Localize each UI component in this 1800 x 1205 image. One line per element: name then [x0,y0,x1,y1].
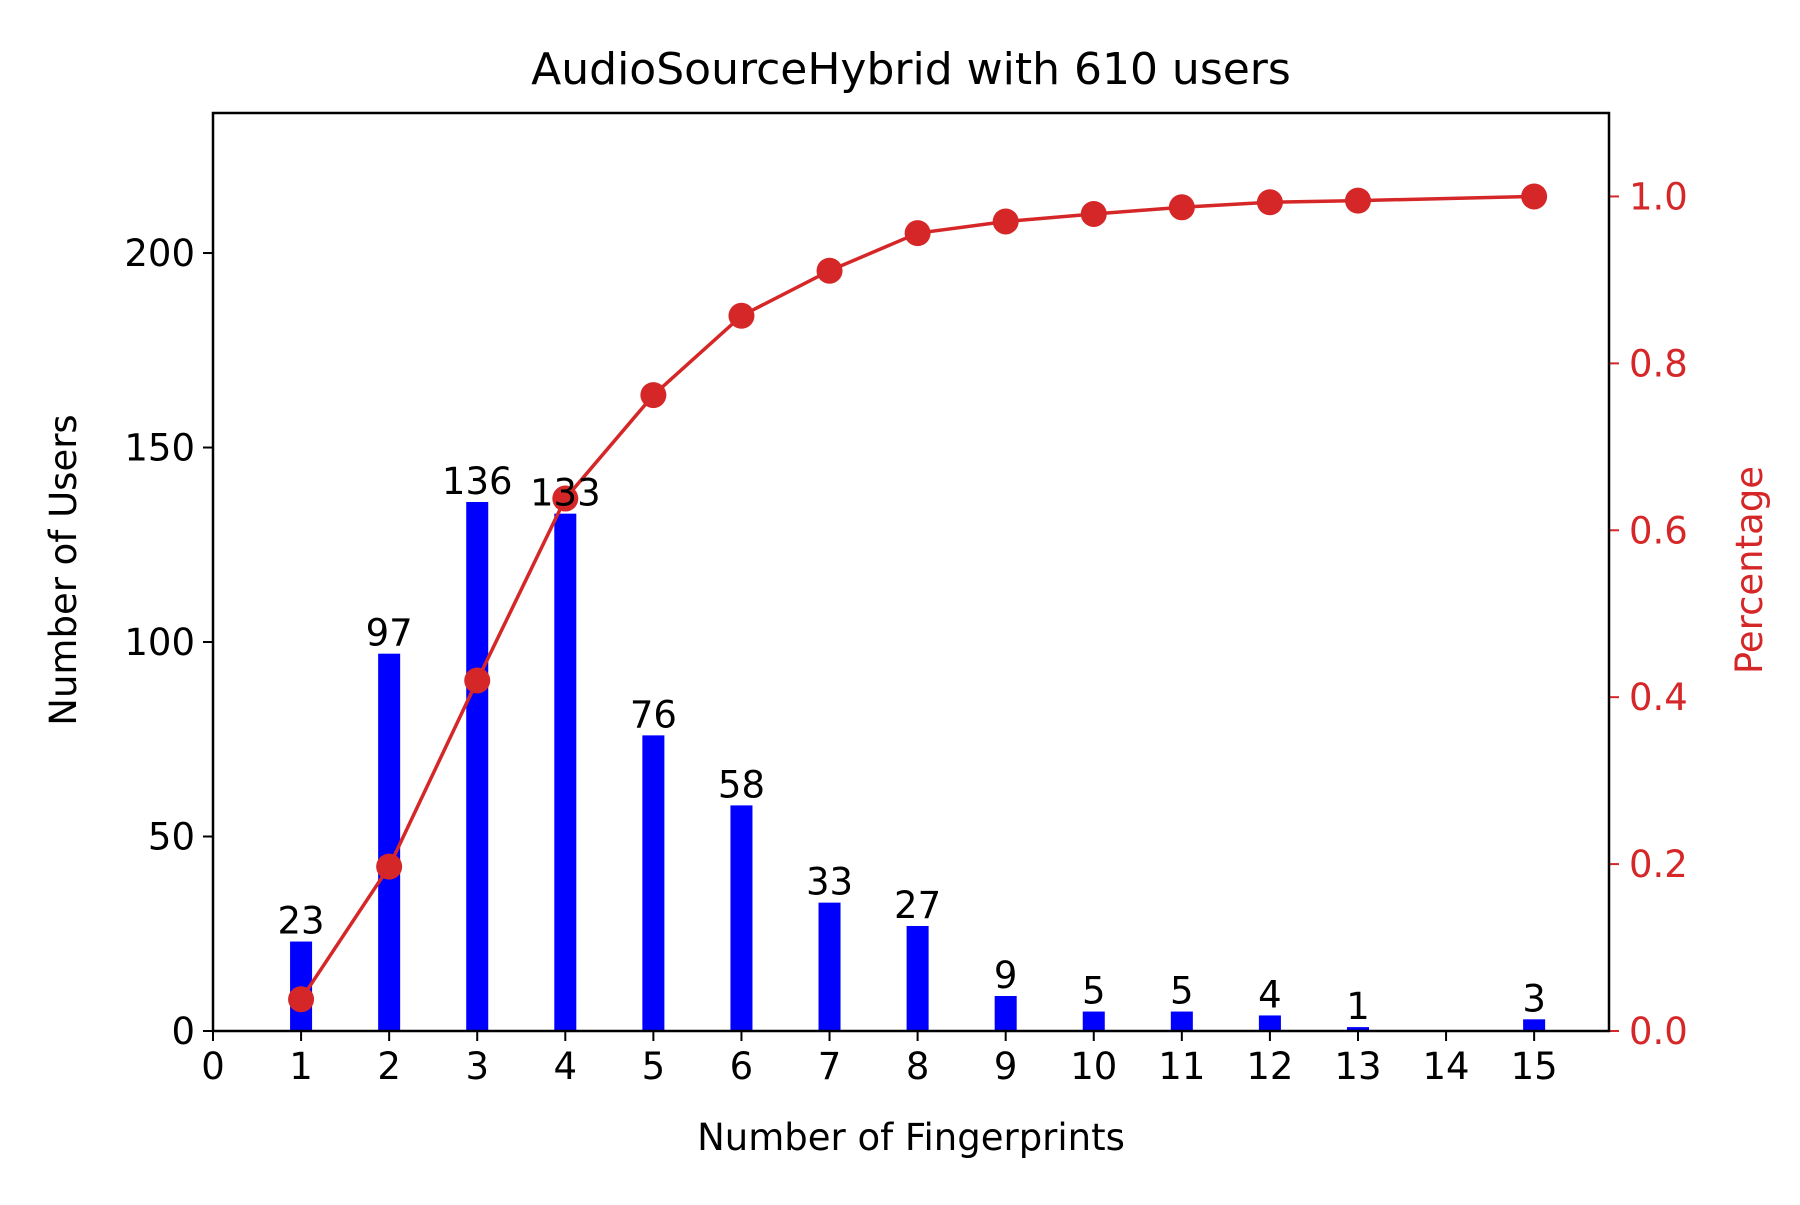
bar [730,805,753,1031]
bar [554,513,577,1031]
x-tick-label: 0 [201,1045,225,1088]
bar-value-label: 133 [530,472,601,515]
y-axis-label-right: Percentage [1728,466,1771,674]
bar-value-label: 23 [278,900,325,943]
bar-value-label: 136 [442,460,513,503]
x-tick-label: 10 [1070,1045,1117,1088]
bar [818,902,841,1031]
x-tick-label: 12 [1246,1045,1293,1088]
bar-value-label: 3 [1522,977,1546,1020]
y-right-tick-label: 0.8 [1629,342,1688,385]
bar [1170,1011,1193,1031]
bar-value-label: 27 [894,884,941,927]
cumulative-point [552,485,579,512]
y-tick-label: 200 [124,232,195,275]
bar [378,653,401,1031]
x-tick-label: 13 [1334,1045,1381,1088]
cumulative-point [992,208,1019,235]
plot-frame [211,111,1611,1033]
cumulative-point [288,986,315,1013]
bar [1258,1015,1281,1031]
bars-layer [290,501,1546,1032]
bar-value-label: 5 [1170,970,1194,1013]
x-tick-label: 7 [818,1045,842,1088]
cumulative-line [299,194,1535,1001]
y-tick-label: 50 [148,816,195,859]
bar-value-label: 1 [1346,985,1370,1028]
x-tick-label: 2 [377,1045,401,1088]
cumulative-point [640,382,667,409]
y-right-tick-label: 0.2 [1629,843,1688,886]
y-right-tick-label: 0.6 [1629,509,1688,552]
x-tick-label: 1 [289,1045,313,1088]
y-tick-label: 0 [171,1010,195,1053]
bar [1523,1019,1546,1031]
bar [1082,1011,1105,1031]
bar-value-label: 5 [1082,970,1106,1013]
x-tick-label: 5 [642,1045,666,1088]
y-right-tick-label: 0.0 [1629,1010,1688,1053]
x-tick-label: 15 [1511,1045,1558,1088]
bar [642,735,665,1031]
bar [906,925,929,1031]
bar-value-label: 33 [806,861,853,904]
cumulative-point [1256,189,1283,216]
labels-layer: 23 97 136 133 76 58 33 27 9 5 5 4 1 3 [278,460,1546,1028]
bar-value-label: 4 [1258,973,1282,1016]
ticks-layer: 0 1 2 3 4 5 6 7 8 9 10 11 12 13 14 150501001502000.00.2… [124,175,1687,1088]
cumulative-point [1521,183,1548,210]
x-tick-label: 6 [730,1045,754,1088]
cumulative-point [1168,194,1195,221]
y-tick-label: 150 [124,427,195,470]
bar [1346,1027,1369,1031]
bar [994,995,1017,1031]
y-axis-label: Number of Users [42,414,85,725]
line-layer [288,183,1548,1013]
x-tick-label: 8 [906,1045,930,1088]
x-tick-label: 14 [1423,1045,1470,1088]
x-tick-label: 3 [465,1045,489,1088]
x-tick-label: 9 [994,1045,1018,1088]
y-right-tick-label: 0.4 [1629,676,1688,719]
bar-value-label: 9 [994,954,1018,997]
cumulative-point [1080,200,1107,227]
cumulative-point [464,667,491,694]
chart-title: AudioSourceHybrid with 610 users [531,44,1291,95]
bar [466,501,489,1032]
y-tick-label: 100 [124,621,195,664]
x-axis-label: Number of Fingerprints [697,1116,1125,1159]
cumulative-point [376,853,403,880]
x-tick-label: 4 [554,1045,578,1088]
cumulative-point [1344,187,1371,214]
bar-value-label: 58 [718,763,765,806]
bar-value-label: 76 [630,693,677,736]
cumulative-point [904,220,931,247]
bar-value-label: 97 [366,612,413,655]
x-tick-label: 11 [1158,1045,1205,1088]
y-right-tick-label: 1.0 [1629,175,1688,218]
cumulative-point [816,257,843,284]
cumulative-point [728,302,755,329]
